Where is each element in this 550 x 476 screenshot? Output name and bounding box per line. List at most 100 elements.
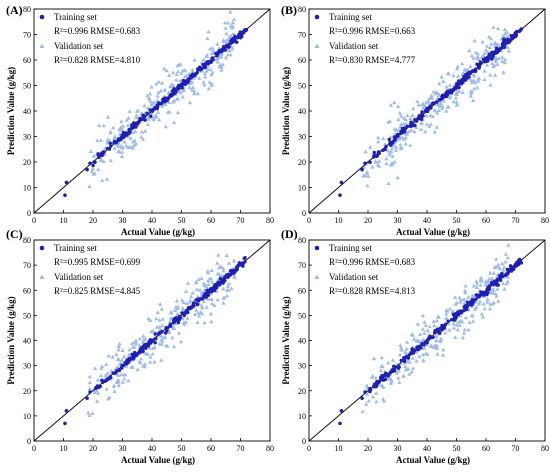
training-point xyxy=(459,79,463,83)
training-point xyxy=(515,260,519,265)
validation-point xyxy=(130,130,135,135)
validation-point xyxy=(384,156,389,161)
validation-point xyxy=(462,300,467,305)
validation-point xyxy=(224,31,229,36)
validation-point xyxy=(149,329,154,334)
validation-point xyxy=(184,301,189,306)
x-tick-label: 20 xyxy=(89,216,97,225)
x-tick-label: 10 xyxy=(335,444,343,453)
training-point xyxy=(413,348,417,353)
validation-point xyxy=(112,389,117,394)
validation-point xyxy=(130,365,135,369)
validation-point xyxy=(366,398,371,403)
x-tick-label: 50 xyxy=(453,216,461,225)
validation-point xyxy=(170,83,175,88)
validation-point xyxy=(414,349,419,354)
validation-point xyxy=(503,57,508,62)
validation-point xyxy=(219,68,224,72)
training-point xyxy=(372,385,377,389)
validation-point xyxy=(181,320,186,324)
validation-point xyxy=(170,99,176,104)
validation-point xyxy=(202,281,207,285)
panel-label: (A) xyxy=(6,3,23,17)
validation-point xyxy=(199,303,204,308)
training-point xyxy=(241,30,245,35)
validation-point xyxy=(199,276,204,280)
validation-point xyxy=(105,137,110,142)
validation-point xyxy=(424,100,429,105)
validation-point xyxy=(204,305,209,309)
validation-point xyxy=(404,340,410,344)
validation-point xyxy=(192,57,197,62)
legend-training-label: Training set xyxy=(329,12,372,22)
validation-point xyxy=(232,275,237,280)
validation-point xyxy=(224,38,230,42)
training-point xyxy=(484,291,488,295)
validation-point xyxy=(440,103,445,108)
validation-point xyxy=(202,283,207,287)
y-tick-label: 40 xyxy=(298,107,306,116)
validation-point xyxy=(175,69,181,74)
training-point xyxy=(201,296,205,300)
validation-point xyxy=(365,183,370,188)
validation-point xyxy=(478,282,483,287)
validation-point xyxy=(387,375,392,380)
validation-point xyxy=(131,143,137,148)
validation-point xyxy=(505,255,510,260)
training-point xyxy=(490,50,494,55)
validation-point xyxy=(222,295,227,300)
training-point xyxy=(474,69,478,73)
validation-point xyxy=(431,319,436,323)
validation-point xyxy=(147,345,152,350)
validation-point xyxy=(370,373,375,378)
validation-point xyxy=(154,324,160,329)
validation-point xyxy=(180,94,185,99)
training-point xyxy=(203,294,207,298)
training-point xyxy=(418,116,423,121)
validation-point xyxy=(434,124,439,129)
training-point xyxy=(210,56,215,60)
validation-point xyxy=(472,86,477,91)
validation-point xyxy=(218,264,223,269)
validation-point xyxy=(87,380,93,385)
training-point xyxy=(478,60,483,64)
training-point xyxy=(114,370,118,375)
x-tick-label: 70 xyxy=(512,216,520,225)
validation-point xyxy=(145,105,151,110)
validation-point xyxy=(434,343,439,348)
validation-point xyxy=(392,100,397,105)
validation-point xyxy=(467,48,472,53)
x-tick-label: 40 xyxy=(148,216,156,225)
validation-point xyxy=(409,128,414,132)
validation-point xyxy=(444,315,449,320)
validation-point xyxy=(366,174,371,178)
x-tick-label: 0 xyxy=(32,444,36,453)
validation-point xyxy=(159,334,164,338)
validation-point xyxy=(455,64,460,69)
training-point xyxy=(441,324,445,328)
validation-point xyxy=(101,159,106,163)
validation-point xyxy=(405,113,410,118)
training-point xyxy=(172,318,176,322)
validation-point xyxy=(212,303,217,307)
validation-point xyxy=(457,89,462,94)
validation-point xyxy=(149,84,154,89)
training-point xyxy=(168,324,172,328)
scatter-panel: (D) 0 10 20 30 40 50 60 70 80 0 10 20 30 40 50 60 70 80 Act… xyxy=(281,227,549,465)
validation-point xyxy=(170,335,175,340)
x-tick-label: 20 xyxy=(364,216,372,225)
training-point xyxy=(439,326,443,330)
validation-point xyxy=(174,298,179,303)
validation-point xyxy=(133,141,139,146)
validation-point xyxy=(187,300,193,304)
validation-point xyxy=(415,338,421,343)
validation-point xyxy=(380,364,385,369)
training-point xyxy=(479,290,483,294)
validation-point xyxy=(446,321,451,326)
validation-point xyxy=(428,113,433,117)
training-point xyxy=(490,57,494,61)
validation-point xyxy=(122,139,127,144)
legend-training-stats: R²=0.995 RMSE=0.699 xyxy=(54,257,141,267)
validation-point xyxy=(397,136,402,141)
training-point xyxy=(127,132,131,136)
